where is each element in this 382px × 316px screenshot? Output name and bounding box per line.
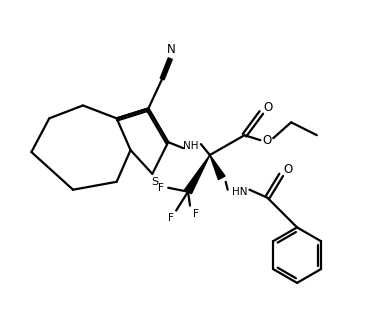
Text: F: F — [158, 183, 164, 193]
Text: O: O — [263, 134, 272, 147]
Text: O: O — [283, 163, 293, 176]
Text: NH: NH — [183, 141, 199, 151]
Text: HN: HN — [232, 187, 247, 197]
Text: F: F — [193, 209, 199, 218]
Text: S: S — [151, 177, 158, 187]
Polygon shape — [185, 155, 210, 194]
Text: O: O — [264, 101, 273, 114]
Text: F: F — [168, 214, 174, 223]
Polygon shape — [210, 155, 225, 179]
Text: N: N — [167, 44, 176, 57]
